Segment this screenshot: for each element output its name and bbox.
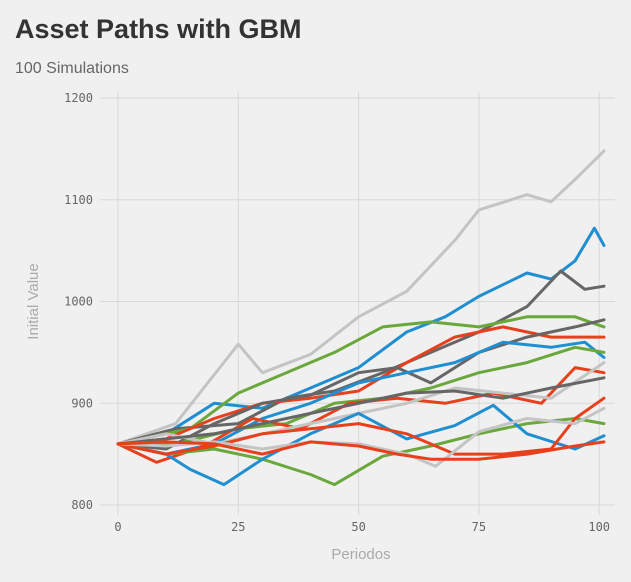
series-line-4 xyxy=(116,315,606,446)
series-line-14 xyxy=(116,396,606,456)
y-tick-label: 1100 xyxy=(64,193,93,207)
x-tick-label: 50 xyxy=(351,520,365,534)
series-lines xyxy=(116,149,606,487)
x-tick-label: 100 xyxy=(588,520,610,534)
series-line-12 xyxy=(116,417,606,487)
y-tick-label: 1000 xyxy=(64,295,93,309)
chart-title: Asset Paths with GBM xyxy=(15,14,302,44)
series-line-11 xyxy=(116,376,606,446)
x-tick-label: 0 xyxy=(114,520,121,534)
series-line-1 xyxy=(116,149,606,446)
tick-labels: 800 900 1000 1100 1200 0 25 50 75 100 xyxy=(64,91,610,534)
x-axis-label: Periodos xyxy=(331,546,390,563)
y-tick-label: 900 xyxy=(71,396,93,410)
chart-subtitle: 100 Simulations xyxy=(15,60,129,77)
series-line-5 xyxy=(116,325,606,446)
y-tick-label: 800 xyxy=(71,498,93,512)
x-tick-label: 25 xyxy=(231,520,245,534)
series-line-16 xyxy=(116,440,606,461)
series-line-6 xyxy=(116,318,606,451)
y-tick-label: 1200 xyxy=(64,91,93,105)
x-tick-label: 75 xyxy=(472,520,486,534)
y-axis-label: Initial Value xyxy=(25,263,42,339)
series-line-13 xyxy=(116,403,606,487)
